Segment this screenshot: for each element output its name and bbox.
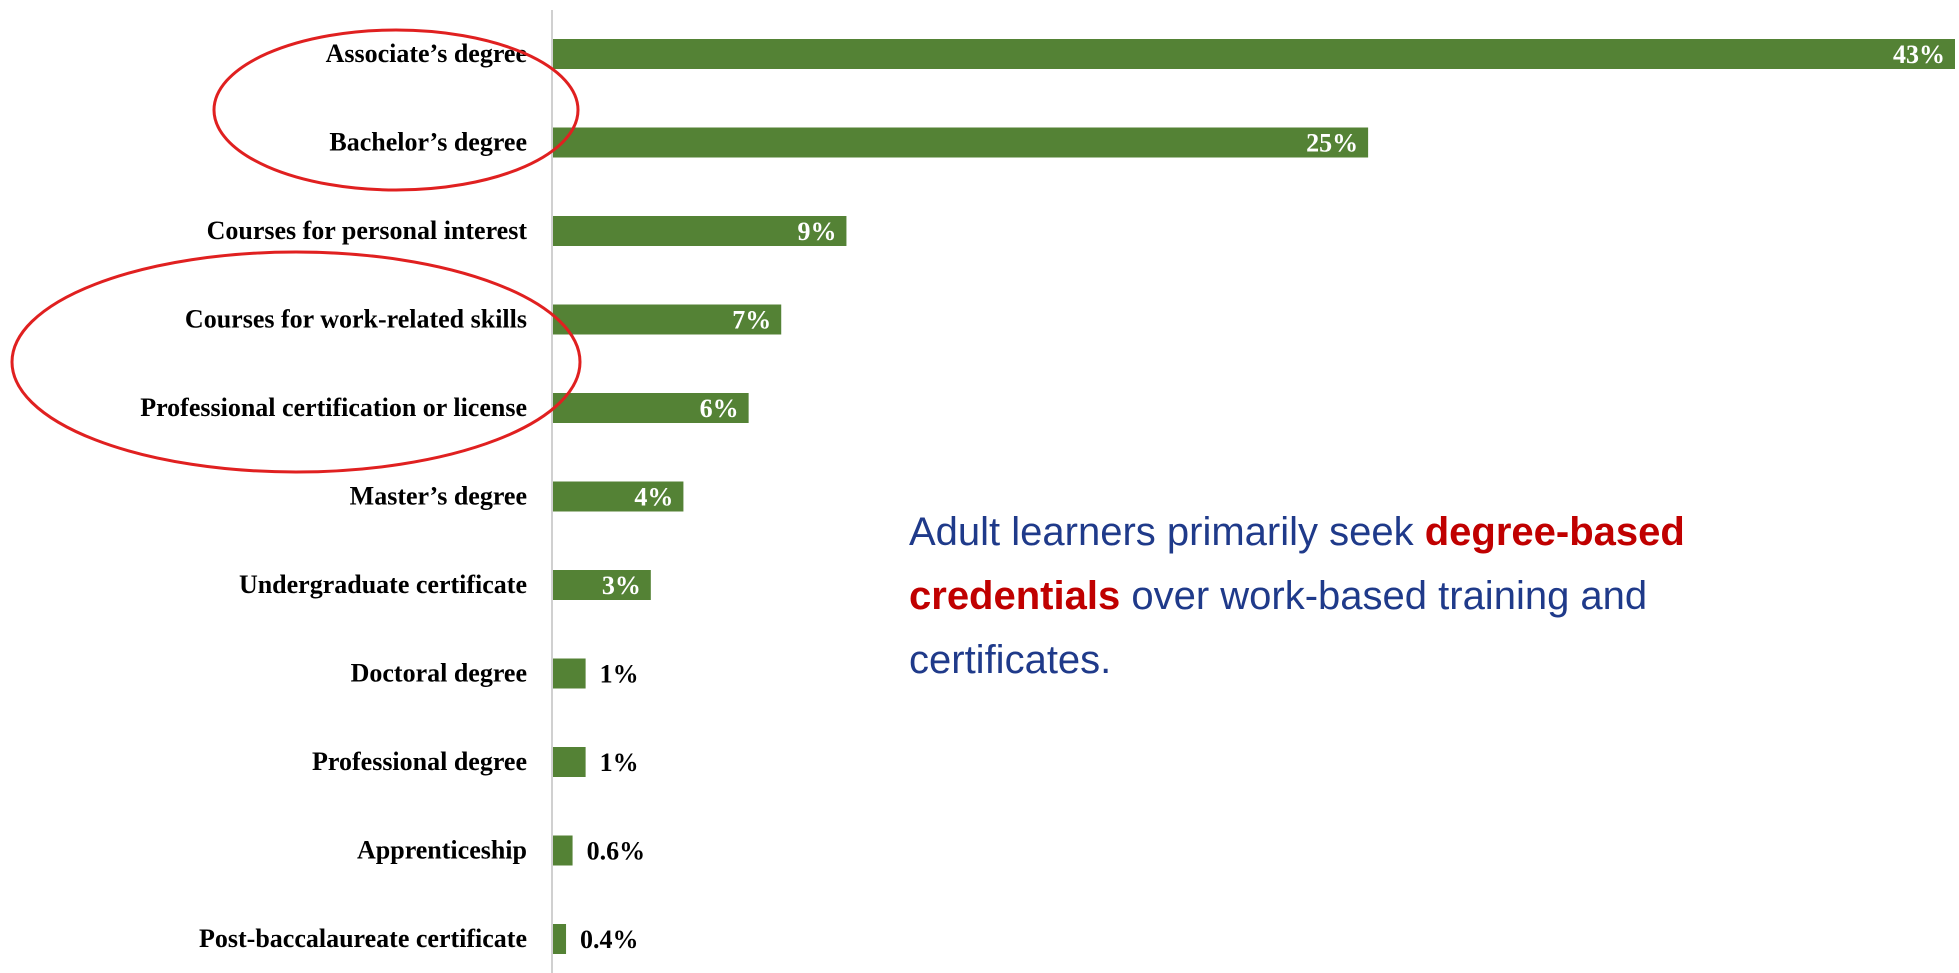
annotation: Adult learners primarily seek degree-bas… <box>909 500 1739 692</box>
bar <box>553 39 1955 69</box>
value-label: 3% <box>602 571 641 600</box>
bar <box>553 481 684 512</box>
category-label: Courses for personal interest <box>207 216 528 245</box>
category-label: Courses for work-related skills <box>185 304 527 333</box>
bar <box>553 393 749 423</box>
bar <box>553 216 847 246</box>
bar <box>553 570 651 600</box>
annotation-highlight: degree-based credentials <box>909 510 1685 618</box>
bar <box>553 835 573 866</box>
category-label: Professional certification or license <box>140 393 527 422</box>
value-label: 9% <box>797 217 836 246</box>
value-label: 6% <box>700 394 739 423</box>
bar <box>553 304 782 335</box>
highlight-ellipse <box>212 28 580 192</box>
bar <box>553 127 1369 158</box>
value-label: 43% <box>1893 40 1945 69</box>
bar <box>553 658 586 689</box>
highlight-ellipse <box>10 250 582 474</box>
category-label: Professional degree <box>312 747 527 776</box>
bar <box>553 924 567 954</box>
value-label: 0.4% <box>580 925 639 954</box>
category-label: Master’s degree <box>350 481 527 510</box>
value-label: 1% <box>600 748 639 777</box>
category-label: Undergraduate certificate <box>239 570 527 599</box>
value-label: 25% <box>1306 128 1358 157</box>
category-label: Doctoral degree <box>351 658 527 687</box>
annotation-text: Adult learners primarily seek <box>909 510 1425 554</box>
category-label: Apprenticeship <box>357 835 527 864</box>
annotation-text: over work-based training and certificate… <box>909 574 1648 682</box>
value-label: 0.6% <box>587 836 646 865</box>
category-label: Bachelor’s degree <box>329 127 527 156</box>
value-label: 7% <box>732 305 771 334</box>
value-label: 4% <box>634 482 673 511</box>
category-label: Post-baccalaureate certificate <box>199 924 527 953</box>
bar <box>553 747 586 777</box>
value-label: 1% <box>600 659 639 688</box>
